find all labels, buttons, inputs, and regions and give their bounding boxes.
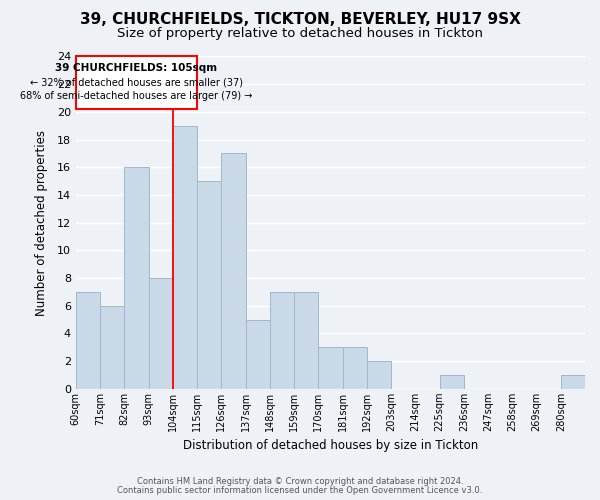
Bar: [173, 126, 197, 389]
Bar: [245, 320, 270, 389]
Bar: [124, 168, 149, 389]
Bar: [270, 292, 294, 389]
X-axis label: Distribution of detached houses by size in Tickton: Distribution of detached houses by size …: [183, 440, 478, 452]
Bar: [76, 292, 100, 389]
Bar: [76, 56, 197, 109]
Text: 39, CHURCHFIELDS, TICKTON, BEVERLEY, HU17 9SX: 39, CHURCHFIELDS, TICKTON, BEVERLEY, HU1…: [80, 12, 520, 28]
Bar: [440, 375, 464, 389]
Bar: [343, 348, 367, 389]
Text: 39 CHURCHFIELDS: 105sqm: 39 CHURCHFIELDS: 105sqm: [55, 64, 218, 74]
Text: Contains HM Land Registry data © Crown copyright and database right 2024.: Contains HM Land Registry data © Crown c…: [137, 477, 463, 486]
Text: 68% of semi-detached houses are larger (79) →: 68% of semi-detached houses are larger (…: [20, 91, 253, 101]
Bar: [100, 306, 124, 389]
Bar: [318, 348, 343, 389]
Bar: [294, 292, 318, 389]
Y-axis label: Number of detached properties: Number of detached properties: [35, 130, 49, 316]
Bar: [367, 361, 391, 389]
Text: ← 32% of detached houses are smaller (37): ← 32% of detached houses are smaller (37…: [30, 78, 243, 88]
Text: Size of property relative to detached houses in Tickton: Size of property relative to detached ho…: [117, 28, 483, 40]
Bar: [221, 154, 245, 389]
Bar: [561, 375, 585, 389]
Bar: [149, 278, 173, 389]
Text: Contains public sector information licensed under the Open Government Licence v3: Contains public sector information licen…: [118, 486, 482, 495]
Bar: [197, 181, 221, 389]
